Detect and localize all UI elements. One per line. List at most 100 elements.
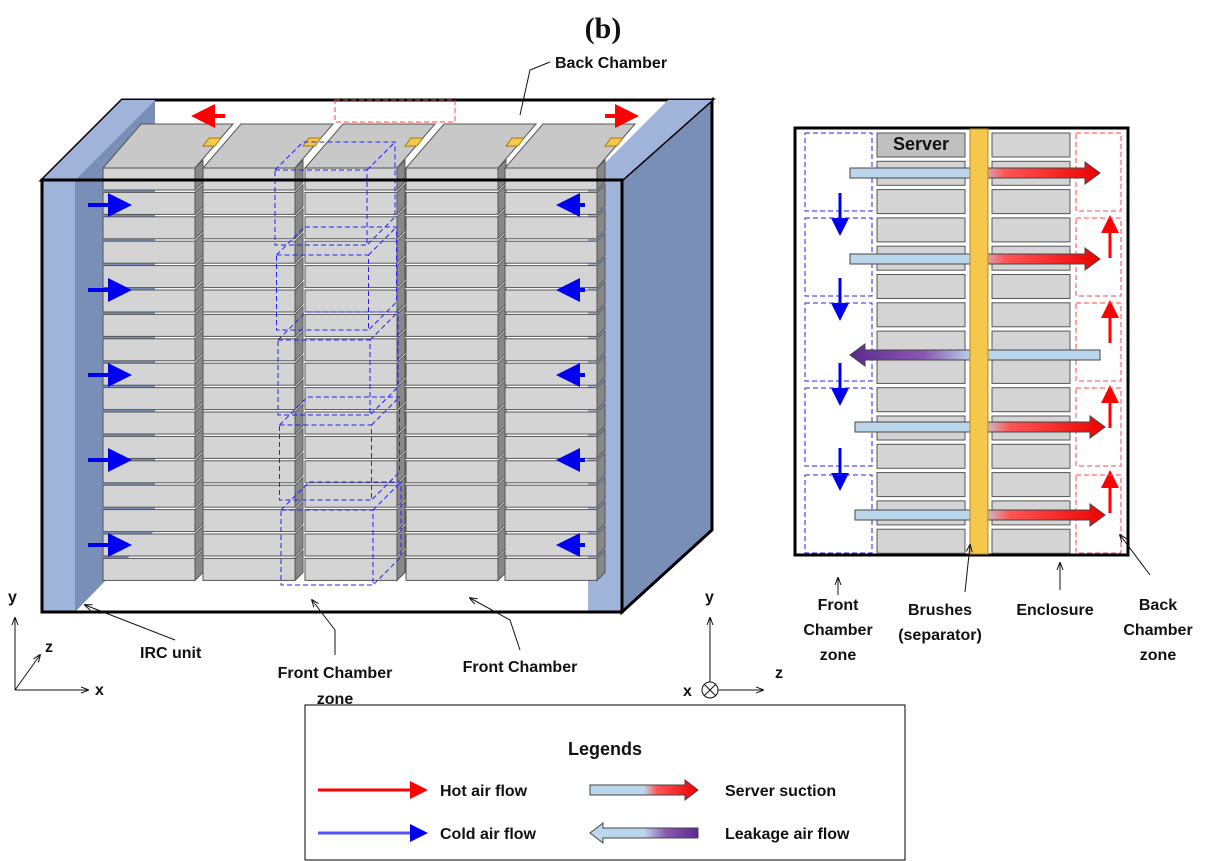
server — [203, 461, 295, 483]
leader — [312, 600, 335, 655]
server — [103, 412, 195, 434]
server — [406, 241, 498, 263]
server — [203, 485, 295, 507]
legend-item: Cold air flow — [440, 826, 537, 843]
server — [877, 529, 965, 553]
server — [305, 241, 397, 263]
server — [505, 266, 597, 288]
irc-front — [42, 180, 75, 612]
server — [505, 241, 597, 263]
server — [992, 473, 1070, 497]
server — [305, 388, 397, 410]
server — [505, 314, 597, 336]
server — [992, 529, 1070, 553]
server — [505, 436, 597, 458]
server — [203, 363, 295, 385]
axis-label: z — [775, 665, 783, 682]
label: Front Chamber — [463, 659, 578, 676]
diagram: (b) Back Chamber IRC unit Front Chamber … — [0, 0, 1217, 861]
server — [406, 461, 498, 483]
server — [992, 190, 1070, 214]
server — [406, 192, 498, 214]
brushes — [970, 129, 988, 554]
label: Back — [1139, 597, 1177, 614]
server — [992, 388, 1070, 412]
server — [406, 339, 498, 361]
server — [305, 266, 397, 288]
enclosure-side — [622, 100, 712, 612]
server — [305, 461, 397, 483]
server — [203, 339, 295, 361]
server — [203, 290, 295, 312]
label: Server — [893, 134, 949, 154]
label: zone — [820, 647, 857, 664]
server — [505, 290, 597, 312]
server — [406, 388, 498, 410]
axis — [15, 655, 40, 690]
server — [505, 412, 597, 434]
server — [505, 558, 597, 580]
server — [877, 388, 965, 412]
axis-label: z — [45, 639, 53, 656]
axis-label: y — [8, 589, 17, 606]
server — [406, 510, 498, 532]
server — [406, 412, 498, 434]
server — [992, 218, 1070, 242]
server — [505, 388, 597, 410]
server — [305, 436, 397, 458]
leader — [470, 598, 520, 650]
server — [406, 290, 498, 312]
legend-item: Server suction — [725, 783, 836, 800]
server — [406, 217, 498, 239]
server — [103, 485, 195, 507]
server — [103, 461, 195, 483]
legend-item: Hot air flow — [440, 783, 528, 800]
server — [406, 534, 498, 556]
server — [305, 510, 397, 532]
label: Brushes — [908, 602, 972, 619]
label: zone — [1140, 647, 1177, 664]
server — [992, 359, 1070, 383]
server — [505, 217, 597, 239]
server — [103, 266, 195, 288]
server — [103, 558, 195, 580]
panel-label: (b) — [585, 12, 622, 45]
axis-label: x — [683, 683, 692, 700]
server — [203, 436, 295, 458]
server — [992, 275, 1070, 299]
server — [103, 217, 195, 239]
server — [877, 444, 965, 468]
server — [505, 339, 597, 361]
server — [305, 290, 397, 312]
label: Chamber — [803, 622, 872, 639]
label: (separator) — [898, 627, 982, 644]
server — [877, 303, 965, 327]
server — [992, 444, 1070, 468]
server — [103, 314, 195, 336]
server — [877, 190, 965, 214]
server — [305, 192, 397, 214]
server — [877, 359, 965, 383]
server — [103, 290, 195, 312]
axis-label: y — [705, 589, 714, 606]
server — [505, 510, 597, 532]
server — [877, 218, 965, 242]
server — [877, 275, 965, 299]
server — [505, 485, 597, 507]
page: (b) Back Chamber IRC unit Front Chamber … — [0, 0, 1217, 861]
server — [203, 388, 295, 410]
label: Back Chamber — [555, 55, 667, 72]
server — [305, 363, 397, 385]
server — [305, 314, 397, 336]
server — [406, 266, 498, 288]
label: Front Chamber — [278, 665, 393, 682]
label: IRC unit — [140, 645, 202, 662]
server — [305, 339, 397, 361]
leader — [85, 605, 175, 640]
server — [505, 461, 597, 483]
server — [305, 485, 397, 507]
server — [203, 192, 295, 214]
server — [103, 339, 195, 361]
server — [305, 534, 397, 556]
label: Enclosure — [1016, 602, 1093, 619]
